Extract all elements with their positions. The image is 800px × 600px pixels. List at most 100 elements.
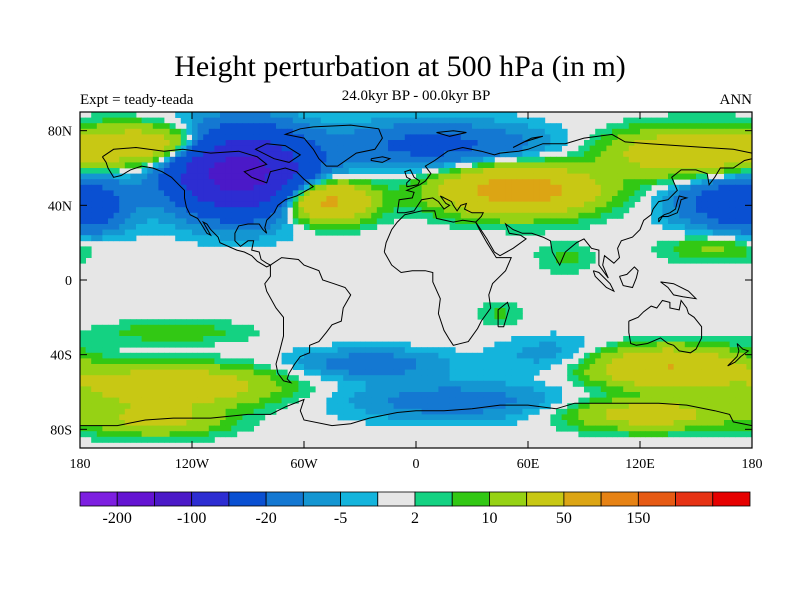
field-cell xyxy=(309,201,316,208)
field-cell xyxy=(220,212,226,219)
field-cell xyxy=(612,420,618,426)
field-cell xyxy=(360,218,366,225)
field-cell xyxy=(80,414,86,421)
field-cell xyxy=(651,117,658,124)
field-cell xyxy=(516,151,523,158)
field-cell xyxy=(628,392,635,398)
field-cell xyxy=(80,425,86,432)
field-cell xyxy=(276,397,282,404)
field-cell xyxy=(169,184,176,191)
field-cell xyxy=(707,420,714,426)
field-cell xyxy=(326,408,333,415)
field-cell xyxy=(164,403,170,410)
field-cell xyxy=(707,431,714,438)
field-cell xyxy=(567,403,574,410)
field-cell xyxy=(332,190,338,197)
field-cell xyxy=(477,386,484,393)
field-cell xyxy=(623,431,630,438)
field-cell xyxy=(533,341,540,348)
field-cell xyxy=(561,184,568,191)
field-cell xyxy=(192,408,198,415)
field-cell xyxy=(528,392,534,398)
field-cell xyxy=(326,352,333,359)
field-cell xyxy=(175,341,182,348)
field-cell xyxy=(180,386,187,393)
field-cell xyxy=(623,156,630,163)
field-cell xyxy=(550,347,557,354)
field-cell xyxy=(304,173,310,180)
field-cell xyxy=(724,224,730,230)
field-cell xyxy=(96,123,103,130)
field-cell xyxy=(438,151,445,158)
field-cell xyxy=(96,218,103,225)
field-cell xyxy=(158,408,165,415)
field-cell xyxy=(376,414,383,421)
field-cell xyxy=(427,408,434,415)
field-cell xyxy=(169,408,176,415)
field-cell xyxy=(488,408,495,415)
field-cell xyxy=(567,201,574,208)
field-cell xyxy=(679,140,686,146)
field-cell xyxy=(584,408,590,415)
field-cell xyxy=(91,140,98,146)
field-cell xyxy=(197,128,204,135)
field-cell xyxy=(382,128,389,135)
field-cell xyxy=(281,392,288,398)
field-cell xyxy=(130,196,137,202)
field-cell xyxy=(684,425,691,432)
field-cell xyxy=(371,145,378,152)
field-cell xyxy=(354,408,361,415)
field-cell xyxy=(690,336,697,342)
field-cell xyxy=(404,201,411,208)
field-cell xyxy=(634,341,641,348)
field-cell xyxy=(354,184,361,191)
field-cell xyxy=(455,358,462,365)
field-cell xyxy=(416,168,422,174)
field-cell xyxy=(494,392,501,398)
field-cell xyxy=(102,145,109,152)
field-cell xyxy=(175,392,182,398)
field-cell xyxy=(214,352,221,359)
field-cell xyxy=(656,408,663,415)
field-cell xyxy=(231,386,238,393)
field-cell xyxy=(690,229,697,236)
field-cell xyxy=(516,397,523,404)
field-cell xyxy=(533,201,540,208)
field-cell xyxy=(729,128,736,135)
field-cell xyxy=(388,212,394,219)
field-cell xyxy=(460,145,467,152)
field-cell xyxy=(483,162,490,169)
field-cell xyxy=(96,229,103,236)
field-cell xyxy=(91,162,98,169)
field-cell xyxy=(656,341,663,348)
field-cell xyxy=(141,162,148,169)
field-cell xyxy=(136,134,142,141)
field-cell xyxy=(483,184,490,191)
field-cell xyxy=(292,352,299,359)
field-cell xyxy=(740,201,747,208)
field-cell xyxy=(399,162,406,169)
field-cell xyxy=(488,207,495,214)
field-cell xyxy=(388,184,394,191)
field-cell xyxy=(281,397,288,404)
field-cell xyxy=(203,134,210,141)
field-cell xyxy=(707,347,714,354)
field-cell xyxy=(270,123,277,130)
field-cell xyxy=(740,246,747,253)
field-cell xyxy=(298,196,305,202)
field-cell xyxy=(220,358,226,365)
field-cell xyxy=(214,190,221,197)
field-cell xyxy=(108,364,114,370)
field-cell xyxy=(270,375,277,382)
field-cell xyxy=(102,431,109,438)
field-cell xyxy=(466,380,473,387)
field-cell xyxy=(634,358,641,365)
field-cell xyxy=(169,168,176,174)
field-cell xyxy=(404,184,411,191)
field-cell xyxy=(696,151,702,158)
field-cell xyxy=(483,145,490,152)
field-cell xyxy=(612,201,618,208)
field-cell xyxy=(147,168,154,174)
field-cell xyxy=(718,190,725,197)
field-cell xyxy=(203,319,210,326)
